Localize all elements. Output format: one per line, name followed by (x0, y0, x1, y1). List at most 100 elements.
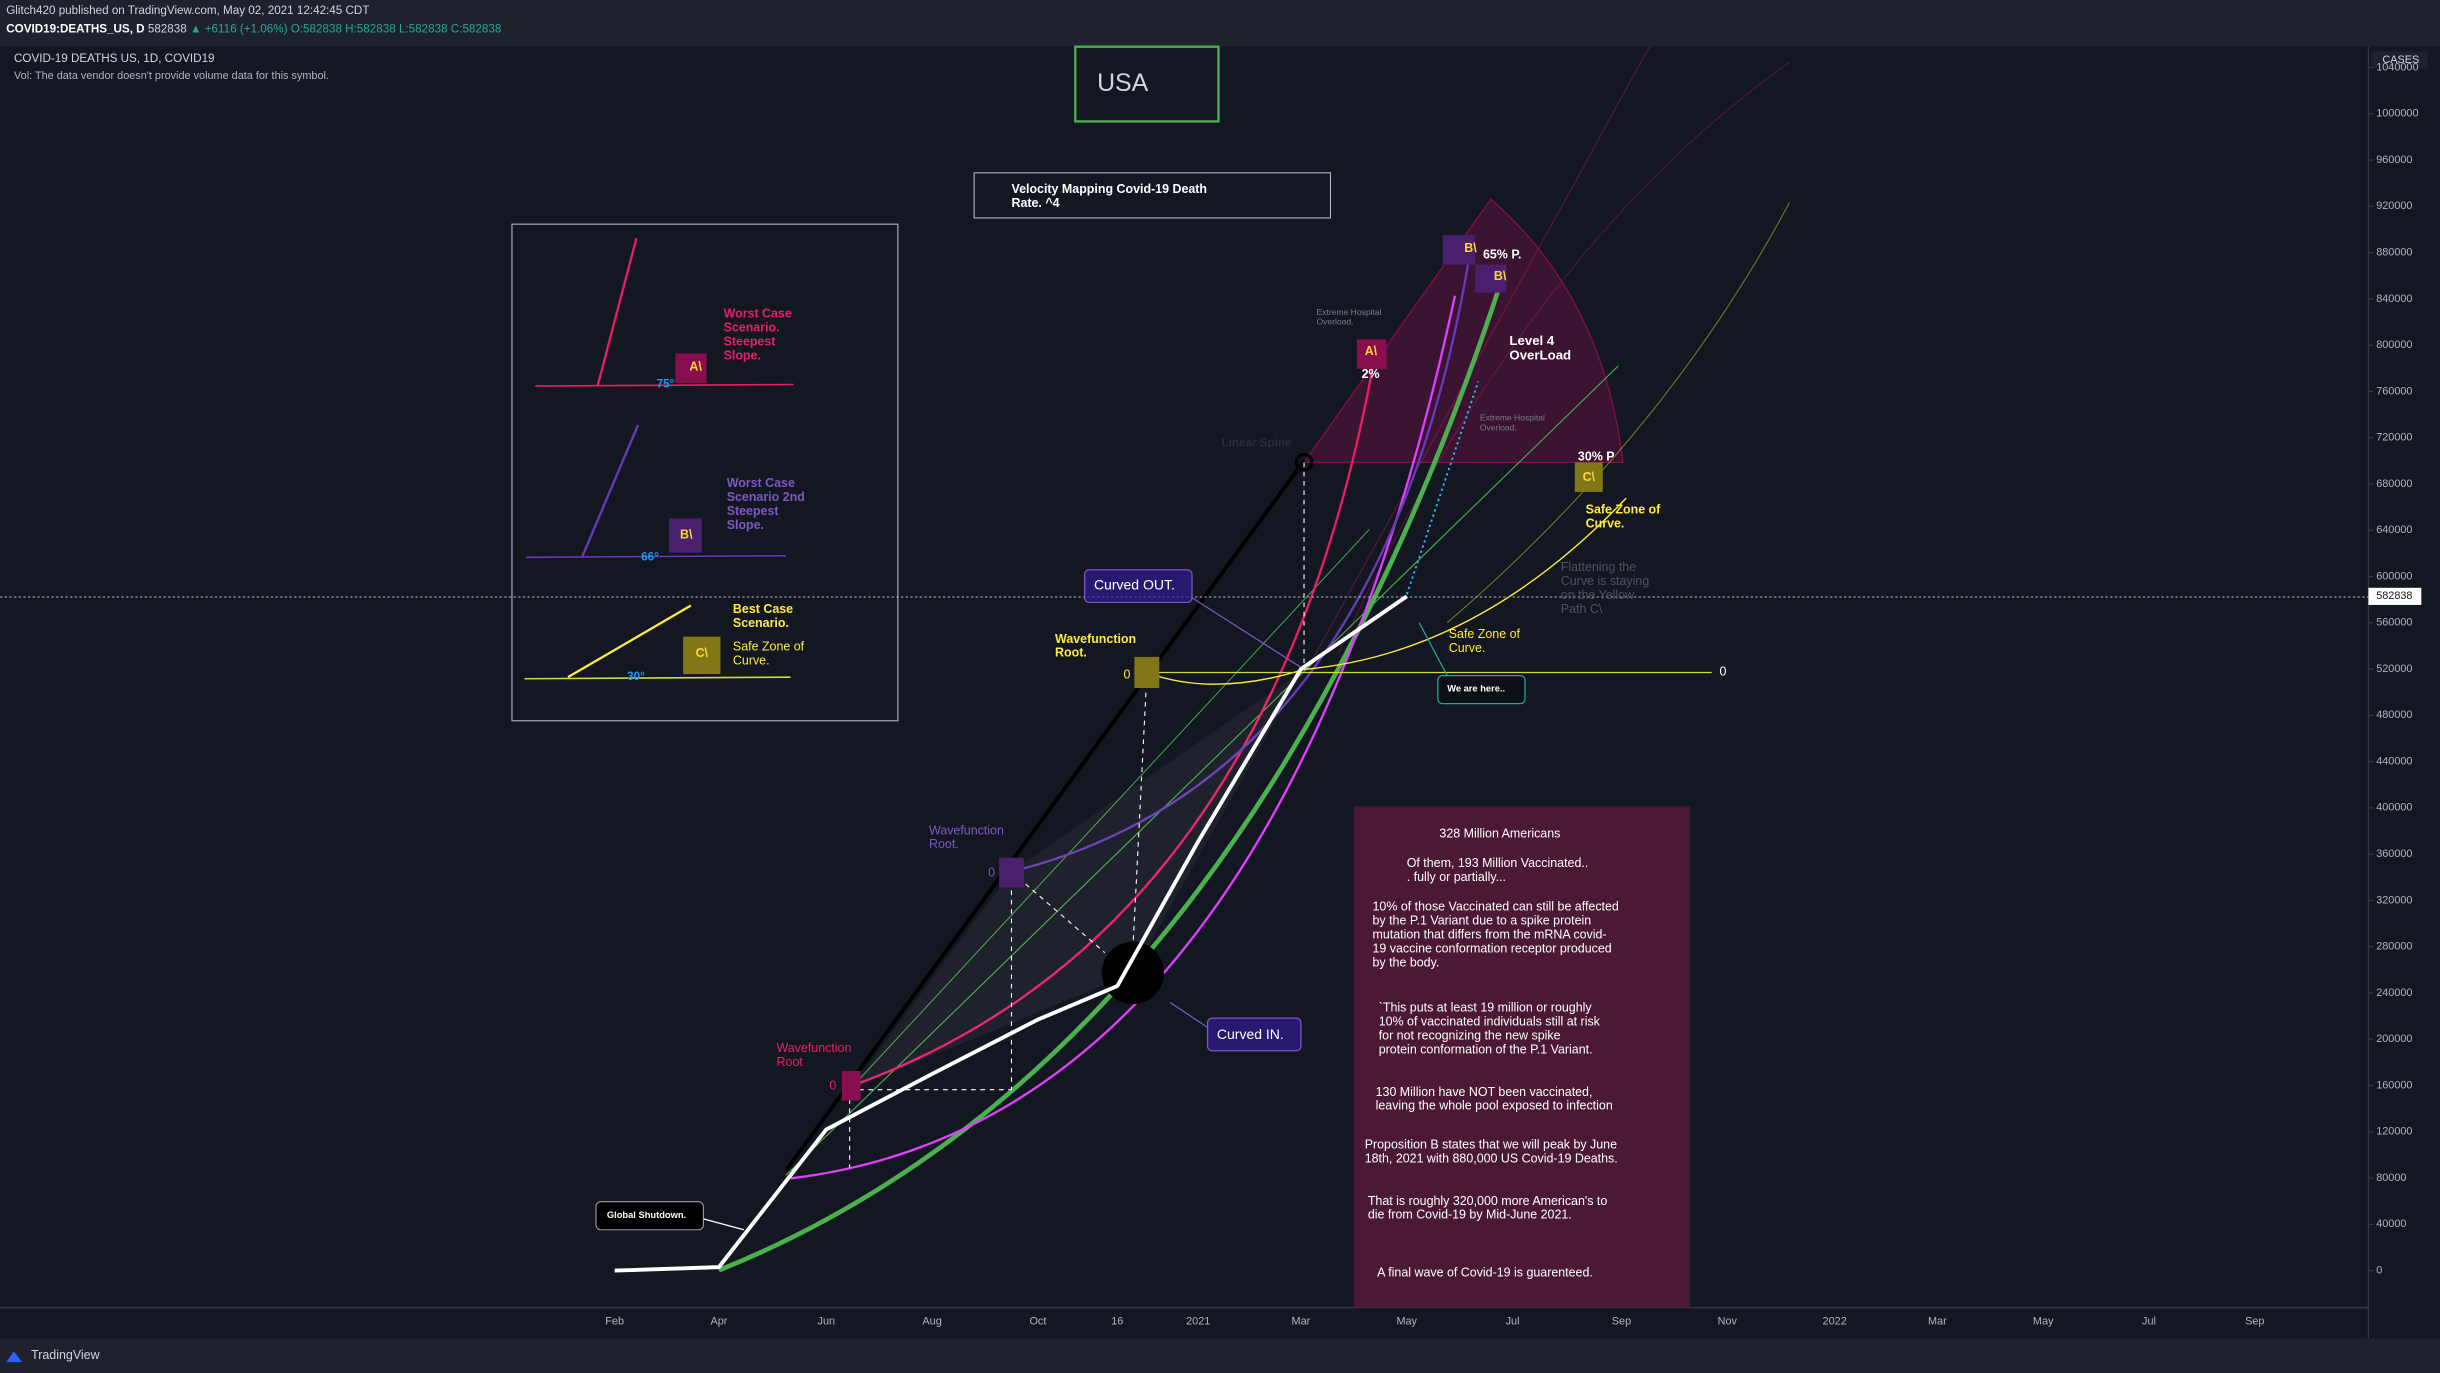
annotation-line: 0 (1720, 665, 1727, 679)
annotation: 0 (1720, 665, 1727, 679)
y-tick-label: 800000 (2376, 339, 2412, 351)
x-tick-label: May (2033, 1316, 2054, 1328)
callout-box (1437, 674, 1526, 705)
axis-label-box (2371, 51, 2428, 69)
annotation-line: 10% of vaccinated individuals still at r… (1379, 1015, 1601, 1029)
annotation-line: Curved OUT. (1094, 576, 1175, 592)
y-tick-label: 280000 (2376, 941, 2412, 953)
x-tick-label: Jul (2142, 1316, 2156, 1328)
annotation-line: by the body. (1373, 956, 1440, 970)
legend-marker (683, 636, 721, 675)
y-tick-label: 0 (2376, 1264, 2382, 1276)
curve-yellow (1146, 497, 1627, 685)
trend-line (785, 365, 1619, 1176)
callout-pointer (1191, 597, 1305, 670)
legend-baseline (524, 676, 791, 680)
annotation-line: Wavefunction (1055, 632, 1136, 646)
annotation-line: Slope. (727, 518, 764, 532)
legend-baseline (535, 383, 794, 387)
annotation-line: Of them, 193 Million Vaccinated.. (1407, 856, 1589, 870)
x-tick-label: Oct (1029, 1316, 1046, 1328)
annotation: C\ (696, 646, 709, 660)
annotation-line: Wavefunction (777, 1041, 852, 1055)
guides (849, 462, 1305, 1168)
annotation-line: . fully or partially... (1407, 870, 1506, 884)
annotation-line: Linear Spine (1222, 437, 1292, 450)
annotation-line: Curve. (733, 654, 770, 668)
marker (999, 857, 1024, 888)
price: 582838 (148, 23, 187, 36)
annotation: B\ (1494, 269, 1507, 283)
annotation-line: 65% P. (1483, 248, 1521, 262)
y-tick-label: 960000 (2376, 154, 2412, 166)
x-tick-label: Sep (1612, 1316, 1631, 1328)
annotation-line: We are here.. (1447, 684, 1505, 694)
x-tick-label: Jun (818, 1316, 836, 1328)
annotation-line: 130 Million have NOT been vaccinated, (1376, 1085, 1593, 1099)
legend-marker (669, 518, 702, 553)
annotation-line: 18th, 2021 with 880,000 US Covid-19 Deat… (1365, 1152, 1618, 1166)
title-box (973, 172, 1332, 219)
annotation-line: Wavefunction (929, 824, 1004, 838)
annotation-line: Safe Zone of (1586, 503, 1661, 517)
x-tick-label: 16 (1111, 1316, 1123, 1328)
note-box (1353, 806, 1690, 1308)
annotation-line: 0 (829, 1079, 836, 1093)
legend-box (511, 223, 899, 722)
marker (1442, 235, 1476, 265)
curve-green (718, 279, 1504, 1273)
annotation: 0 (988, 866, 995, 880)
annotation-line: Worst Case (727, 476, 795, 490)
annotation: 30° (627, 670, 645, 683)
annotation-line: by the P.1 Variant due to a spike protei… (1373, 914, 1592, 928)
x-tick-label: May (1396, 1316, 1417, 1328)
y-tick-label: 200000 (2376, 1033, 2412, 1045)
legend-marker (675, 353, 707, 383)
annotation-line: `This puts at least 19 million or roughl… (1379, 1001, 1593, 1015)
annotation: 0 (829, 1079, 836, 1093)
annotation-line: Overload. (1480, 423, 1517, 433)
annotation-line: B\ (1494, 269, 1507, 283)
annotation: Worst Case Scenario. Steepest Slope. (724, 307, 792, 363)
x-tick-label: Sep (2245, 1316, 2264, 1328)
annotation: Worst Case Scenario 2nd Steepest Slope. (727, 476, 805, 532)
annotation-line: 19 vaccine conformation receptor produce… (1373, 942, 1612, 956)
chart-subtitle: Vol: The data vendor doesn't provide vol… (14, 70, 329, 82)
focus-circle (1101, 941, 1164, 1005)
annotation: `This puts at least 19 million or roughl… (1379, 1001, 1601, 1057)
annotation-line: B\ (680, 528, 693, 542)
annotation: Of them, 193 Million Vaccinated... fully… (1407, 856, 1589, 884)
linear-spine (784, 459, 1306, 1172)
legend-baseline (525, 554, 786, 559)
y-tick-label: 40000 (2376, 1218, 2406, 1230)
x-tick-label: Mar (1292, 1316, 1311, 1328)
x-tick-label: Mar (1928, 1316, 1947, 1328)
y-tick-label: 640000 (2376, 524, 2412, 536)
annotation-line: OverLoad (1509, 347, 1571, 362)
annotation: 66° (641, 550, 659, 563)
annotation: 130 Million have NOT been vaccinated, lea… (1376, 1085, 1613, 1113)
annotation: We are here.. (1447, 684, 1505, 694)
curve-pink (849, 342, 1379, 1088)
annotation-line: Velocity Mapping Covid-19 Death (1011, 182, 1207, 196)
annotation: 75° (657, 378, 675, 391)
y-tick-label: 80000 (2376, 1172, 2406, 1184)
annotation-line: 75° (657, 378, 675, 391)
x-tick-label: 2022 (1823, 1316, 1847, 1328)
x-tick-label: Apr (710, 1316, 727, 1328)
annotation-line: Best Case (733, 603, 793, 617)
annotation: C\ (1583, 470, 1596, 484)
y-tick-label: 120000 (2376, 1126, 2412, 1138)
legend-slope (567, 604, 692, 679)
annotation: Linear Spine (1222, 437, 1292, 450)
y-tick-label: 240000 (2376, 987, 2412, 999)
x-tick-label: 2021 (1186, 1316, 1210, 1328)
annotation-line: Safe Zone of (733, 640, 805, 654)
annotation-line: 0 (988, 866, 995, 880)
annotation: Proposition B states that we will peak b… (1365, 1138, 1618, 1166)
annotation-line: leaving the whole pool exposed to infect… (1376, 1099, 1613, 1113)
annotation-line: Path C\ (1561, 602, 1603, 616)
x-tick-label: Jul (1506, 1316, 1520, 1328)
